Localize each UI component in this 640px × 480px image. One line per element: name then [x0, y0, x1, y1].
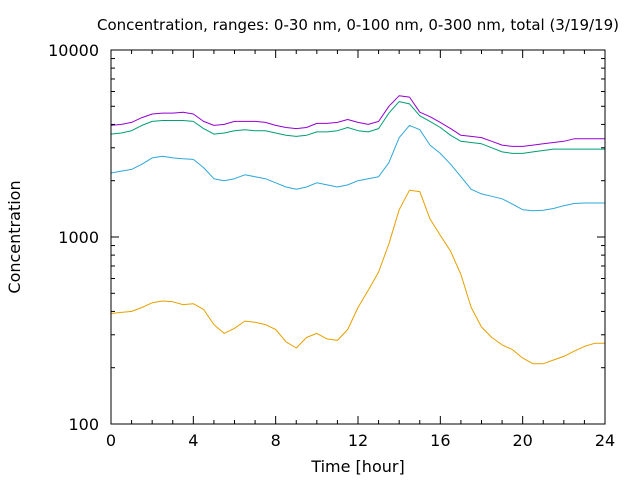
y-tick-label: 1000	[58, 228, 99, 247]
series-layer	[110, 95, 605, 365]
series-line-3	[110, 101, 605, 154]
series-line-1	[110, 189, 605, 365]
y-tick-label: 100	[68, 415, 99, 434]
x-axis-title: Time [hour]	[310, 457, 404, 476]
y-tick-label: 10000	[48, 41, 99, 60]
series-line-2	[110, 124, 605, 212]
x-tick-label: 16	[430, 431, 450, 450]
tick-layer: 0 4 8 12 16 20 24 100 1000 10000	[48, 41, 615, 450]
plot-frame	[110, 49, 606, 425]
x-tick-label: 12	[348, 431, 368, 450]
y-axis-title: Concentration	[5, 180, 24, 293]
x-tick-label: 20	[512, 431, 532, 450]
chart-title: Concentration, ranges: 0-30 nm, 0-100 nm…	[97, 16, 619, 34]
series-line-4	[110, 95, 605, 147]
x-tick-label: 0	[106, 431, 116, 450]
x-tick-label: 24	[595, 431, 615, 450]
x-tick-label: 4	[188, 431, 198, 450]
x-tick-label: 8	[271, 431, 281, 450]
